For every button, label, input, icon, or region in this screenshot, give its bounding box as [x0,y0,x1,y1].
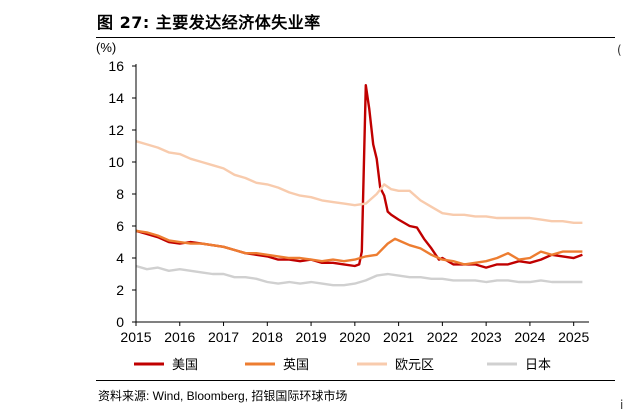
y-tick-label: 14 [108,90,124,106]
y-tick-label: 12 [108,122,124,138]
legend-label-1: 英国 [283,357,309,372]
y-tick-label: 0 [116,314,124,330]
source-note: 资料来源: Wind, Bloomberg, 招银国际环球市场 [98,389,348,403]
edge-fragment-char: i [620,398,624,412]
x-tick-label: 2017 [208,329,239,345]
x-tick-label: 2021 [383,329,414,345]
y-tick-label: 4 [116,250,124,266]
series-line-3 [135,264,583,287]
edge-fragment-paren: ( [617,43,622,57]
y-tick-label: 10 [108,154,124,170]
legend-label-2: 欧元区 [395,357,434,372]
axes: 0 2 4 6 8 10 12 14 16 2015 2016 2017 2018 2019 2020 202… [108,58,589,345]
source-rule [96,380,615,381]
x-tick-label: 2020 [339,329,370,345]
title-rule [96,37,615,38]
y-tick-label: 6 [116,218,124,234]
series-line-2 [135,140,583,224]
x-tick-label: 2015 [120,329,151,345]
x-tick-label: 2024 [514,329,545,345]
y-axis-label: (%) [96,40,116,55]
y-tick-label: 8 [116,186,124,202]
legend: 美国 英国 欧元区 日本 [134,357,551,372]
series-line-0 [135,84,583,269]
plot-area [135,84,583,287]
y-tick-label: 16 [108,58,124,74]
y-tick-label: 2 [116,282,124,298]
legend-label-0: 美国 [172,357,198,372]
x-tick-label: 2022 [427,329,458,345]
x-tick-label: 2016 [164,329,195,345]
x-tick-label: 2019 [295,329,326,345]
x-tick-label: 2023 [471,329,502,345]
legend-label-3: 日本 [525,357,551,372]
chart-title: 图 27: 主要发达经济体失业率 [97,13,321,32]
x-tick-label: 2025 [558,329,589,345]
series-line-1 [135,229,583,266]
x-tick-label: 2018 [252,329,283,345]
